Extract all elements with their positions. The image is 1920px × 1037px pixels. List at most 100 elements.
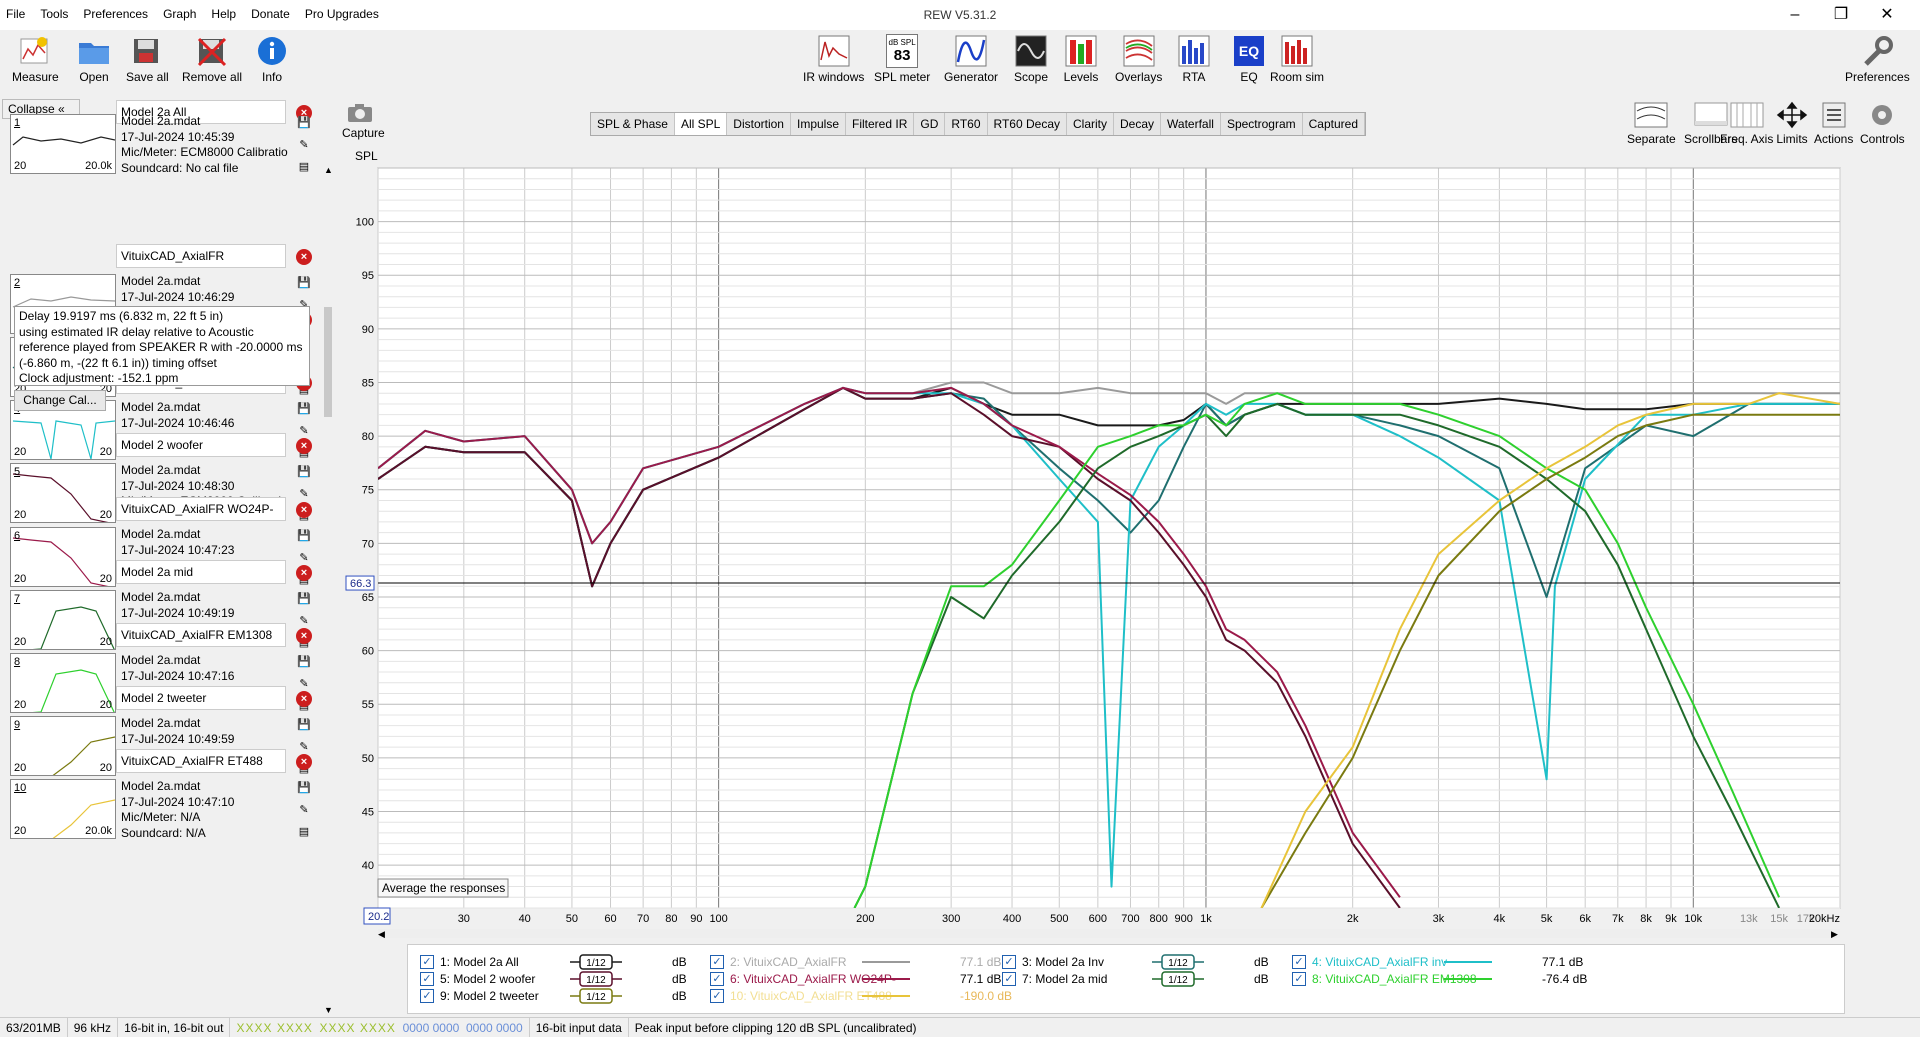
remove-measurement-icon[interactable]: × xyxy=(296,502,312,518)
legend-checkbox[interactable]: ✓ xyxy=(1292,955,1306,969)
smoothing-icon[interactable]: 1/12 xyxy=(1152,970,1204,988)
edit-notes-icon[interactable]: ✎ xyxy=(299,425,309,437)
legend-item[interactable]: ✓ 10: VituixCAD_AxialFR ET488 -190.0 dB xyxy=(710,987,1012,1005)
series-line[interactable] xyxy=(853,402,1780,908)
legend-checkbox[interactable]: ✓ xyxy=(420,955,434,969)
series-line[interactable] xyxy=(853,392,1781,908)
legend-item[interactable]: ✓ 6: VituixCAD_AxialFR WO24P- 77.1 dB xyxy=(710,970,1001,988)
tab-impulse[interactable]: Impulse xyxy=(791,113,847,135)
legend-item[interactable]: ✓ 2: VituixCAD_AxialFR 77.1 dB xyxy=(710,953,1001,971)
tab-captured[interactable]: Captured xyxy=(1303,113,1366,135)
menu-pro-upgrades[interactable]: Pro Upgrades xyxy=(304,7,379,21)
menu-donate[interactable]: Donate xyxy=(251,7,290,21)
measurement-name-field[interactable]: VituixCAD_AxialFR EM1308 xyxy=(116,623,286,647)
legend-item[interactable]: ✓ 8: VituixCAD_AxialFR EM1308 -76.4 dB xyxy=(1292,970,1587,988)
panel-scrollbar[interactable]: ▲ ▼ xyxy=(322,165,334,1015)
series-line[interactable] xyxy=(1260,392,1841,908)
edit-notes-icon[interactable]: ✎ xyxy=(299,678,309,690)
remove-measurement-icon[interactable]: × xyxy=(296,438,312,454)
eq-button[interactable]: EQ EQ xyxy=(1231,34,1267,84)
edit-notes-icon[interactable]: ✎ xyxy=(299,741,309,753)
scope-button[interactable]: Scope xyxy=(1013,34,1049,84)
menu-tools[interactable]: Tools xyxy=(40,7,69,21)
tab-filtered-ir[interactable]: Filtered IR xyxy=(846,113,915,135)
legend-item[interactable]: ✓ 4: VituixCAD_AxialFR inv 77.1 dB xyxy=(1292,953,1583,971)
measurement-name-field[interactable]: Model 2 woofer xyxy=(116,433,286,457)
tab-spl-phase[interactable]: SPL & Phase xyxy=(591,113,675,135)
tab-all-spl[interactable]: All SPL xyxy=(674,113,728,135)
scroll-left-icon[interactable]: ◀ xyxy=(378,929,385,939)
remove-measurement-icon[interactable]: × xyxy=(296,691,312,707)
freq-axis-button[interactable]: Freq. Axis xyxy=(1720,100,1773,146)
controls-button[interactable]: Controls xyxy=(1860,100,1905,146)
measurement-item[interactable]: 1 20 20.0k Model 2a All × Model 2a.mdat 17-Jul… xyxy=(6,100,312,175)
measurement-name-field[interactable]: Model 2 tweeter xyxy=(116,686,286,710)
legend-checkbox[interactable]: ✓ xyxy=(420,989,434,1003)
series-line[interactable] xyxy=(378,386,1401,908)
capture-button[interactable]: Capture xyxy=(342,102,385,140)
legend-checkbox[interactable]: ✓ xyxy=(710,989,724,1003)
measurement-item[interactable]: 6 20 20 VituixCAD_AxialFR WO24P- × Model 2a.m… xyxy=(6,497,312,589)
legend-checkbox[interactable]: ✓ xyxy=(420,972,434,986)
info-file-icon[interactable]: ▤ xyxy=(298,826,310,838)
open-button[interactable]: Open xyxy=(76,34,112,84)
tab-clarity[interactable]: Clarity xyxy=(1067,113,1115,135)
measurement-name-field[interactable]: VituixCAD_AxialFR WO24P- xyxy=(116,497,286,521)
legend-item[interactable]: ✓ 3: Model 2a Inv 1/12 dB xyxy=(1002,953,1292,971)
tab-rt60-decay[interactable]: RT60 Decay xyxy=(988,113,1067,135)
legend-item[interactable]: ✓ 1: Model 2a All 1/12 dB xyxy=(420,953,710,971)
close-button[interactable]: ✕ xyxy=(1880,6,1894,23)
edit-notes-icon[interactable]: ✎ xyxy=(299,804,309,816)
legend-checkbox[interactable]: ✓ xyxy=(1002,972,1016,986)
legend-item[interactable]: ✓ 5: Model 2 woofer 1/12 dB xyxy=(420,970,710,988)
series-line[interactable] xyxy=(378,386,1401,898)
series-line[interactable] xyxy=(1260,413,1841,908)
menu-file[interactable]: File xyxy=(6,7,26,21)
save-measurement-icon[interactable]: 💾 xyxy=(297,530,311,542)
scroll-right-icon[interactable]: ▶ xyxy=(1831,929,1838,939)
legend-checkbox[interactable]: ✓ xyxy=(1002,955,1016,969)
menu-preferences[interactable]: Preferences xyxy=(83,7,149,21)
info-file-icon[interactable]: ▤ xyxy=(298,161,310,173)
legend-checkbox[interactable]: ✓ xyxy=(710,972,724,986)
scroll-thumb[interactable] xyxy=(324,307,332,417)
info-button[interactable]: Info xyxy=(254,34,290,84)
rta-button[interactable]: RTA xyxy=(1176,34,1212,84)
measure-button[interactable]: Measure xyxy=(12,34,59,84)
tab-distortion[interactable]: Distortion xyxy=(727,113,791,135)
edit-notes-icon[interactable]: ✎ xyxy=(299,615,309,627)
save-all-button[interactable]: Save all xyxy=(126,34,169,84)
legend-item[interactable]: ✓ 9: Model 2 tweeter 1/12 dB xyxy=(420,987,710,1005)
spl-graph[interactable]: SPL 40 45 50 55 60 65 70 75 80 85 90 95 100 30 40 50 60… xyxy=(340,150,1900,940)
edit-notes-icon[interactable]: ✎ xyxy=(299,552,309,564)
smoothing-icon[interactable]: 1/12 xyxy=(1152,953,1204,971)
menu-graph[interactable]: Graph xyxy=(163,7,197,21)
limits-button[interactable]: Limits xyxy=(1774,100,1810,146)
remove-measurement-icon[interactable]: × xyxy=(296,249,312,265)
save-measurement-icon[interactable]: 💾 xyxy=(297,403,311,415)
overlays-button[interactable]: Overlays xyxy=(1115,34,1162,84)
save-measurement-icon[interactable]: 💾 xyxy=(297,277,311,289)
measurement-name-field[interactable]: VituixCAD_AxialFR xyxy=(116,244,286,268)
save-measurement-icon[interactable]: 💾 xyxy=(297,719,311,731)
tab-spectrogram[interactable]: Spectrogram xyxy=(1221,113,1303,135)
legend-checkbox[interactable]: ✓ xyxy=(710,955,724,969)
tab-decay[interactable]: Decay xyxy=(1114,113,1162,135)
measurement-name-field[interactable]: Model 2a mid xyxy=(116,560,286,584)
smoothing-icon[interactable]: 1/12 xyxy=(570,970,622,988)
remove-measurement-icon[interactable]: × xyxy=(296,105,312,121)
minimize-button[interactable]: – xyxy=(1790,6,1800,23)
generator-button[interactable]: Generator xyxy=(944,34,998,84)
legend-checkbox[interactable]: ✓ xyxy=(1292,972,1306,986)
ir-windows-button[interactable]: IR windows xyxy=(803,34,864,84)
measurement-name-field[interactable]: Model 2a All xyxy=(116,100,286,124)
save-measurement-icon[interactable]: 💾 xyxy=(297,593,311,605)
room-sim-button[interactable]: Room sim xyxy=(1270,34,1324,84)
preferences-button[interactable]: Preferences xyxy=(1845,34,1910,84)
tab-gd[interactable]: GD xyxy=(914,113,946,135)
tab-waterfall[interactable]: Waterfall xyxy=(1161,113,1221,135)
edit-notes-icon[interactable]: ✎ xyxy=(299,299,309,311)
scrollbars-button[interactable]: Scrollbars xyxy=(1684,100,1737,146)
save-measurement-icon[interactable]: 💾 xyxy=(297,117,311,129)
measurement-name-field[interactable]: VituixCAD_AxialFR ET488 xyxy=(116,749,286,773)
